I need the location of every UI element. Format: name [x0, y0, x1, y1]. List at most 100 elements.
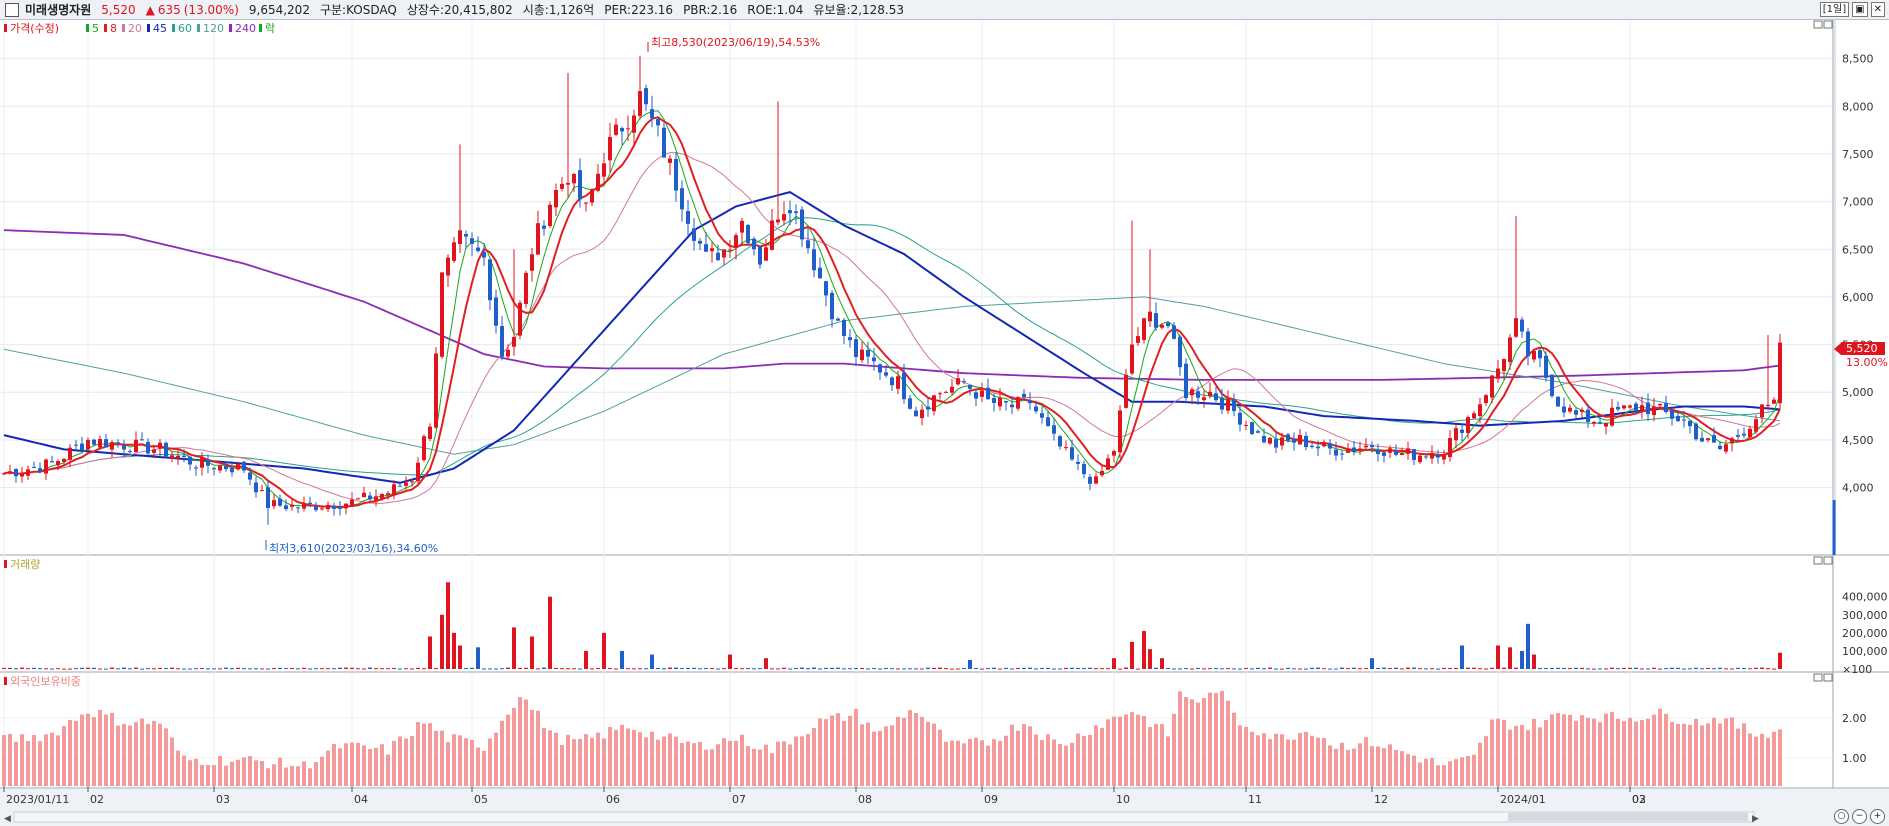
- foreign-ratio-bar: [1640, 720, 1644, 786]
- candle: [458, 144, 462, 253]
- checkbox[interactable]: [5, 2, 19, 17]
- foreign-ratio-bar: [92, 717, 96, 786]
- foreign-ratio-bar: [1208, 692, 1212, 786]
- horizontal-scrollbar[interactable]: ◀ ▶: [4, 811, 1759, 824]
- candle: [1340, 449, 1344, 461]
- stock-name[interactable]: 미래생명자원: [25, 3, 92, 17]
- candle-body: [1088, 476, 1092, 484]
- zoom-out-icon[interactable]: −: [1852, 809, 1867, 824]
- zoom-in-icon[interactable]: +: [1870, 809, 1885, 824]
- foreign-ratio-bar: [1664, 713, 1668, 786]
- candle-body: [1550, 374, 1554, 397]
- candle-body: [134, 439, 138, 452]
- zoom-reset-icon[interactable]: ○: [1834, 809, 1849, 824]
- foreign-ratio-bar: [218, 755, 222, 786]
- foreign-ratio-bar: [890, 725, 894, 786]
- candle-body: [1400, 453, 1404, 456]
- candle-body: [26, 469, 30, 476]
- low-annotation: 최저3,610(2023/03/16),34.60%: [265, 540, 438, 555]
- candle-body: [1748, 428, 1752, 438]
- foreign-ratio-bar: [164, 728, 168, 786]
- candle: [1322, 439, 1326, 448]
- volume-bar: [1760, 667, 1764, 669]
- candle: [602, 152, 606, 184]
- candle-body: [218, 465, 222, 471]
- candle-body: [1232, 399, 1236, 412]
- volume-bar: [1424, 668, 1428, 670]
- candle: [1628, 404, 1632, 410]
- candle: [1394, 444, 1398, 457]
- volume-bar: [272, 668, 276, 670]
- candle: [518, 300, 522, 340]
- volume-bar: [1196, 667, 1200, 669]
- candle: [1154, 302, 1158, 331]
- volume-bar: [380, 668, 384, 670]
- candle: [1562, 397, 1566, 418]
- foreign-ratio-bar: [560, 744, 564, 786]
- foreign-ratio-bar: [1106, 719, 1110, 786]
- close-icon[interactable]: ✕: [1870, 2, 1885, 17]
- volume-bar: [230, 668, 234, 670]
- volume-bar: [1670, 667, 1674, 669]
- volume-bar: [494, 668, 498, 670]
- candle-body: [620, 128, 624, 132]
- candle: [1244, 420, 1248, 431]
- candle-body: [182, 455, 186, 457]
- candle: [1022, 388, 1026, 400]
- volume-bar: [116, 668, 120, 670]
- candle: [272, 494, 276, 510]
- period-button[interactable]: [1일]: [1819, 2, 1850, 17]
- legend-price: 가격(수정): [10, 22, 59, 35]
- x-tick-label: 2023/01/11: [6, 793, 69, 806]
- foreign-ratio-bar: [98, 710, 102, 786]
- candle: [944, 390, 948, 393]
- volume-bar: [1646, 668, 1650, 670]
- volume-bar: [482, 668, 486, 670]
- volume-bar: [1766, 668, 1770, 670]
- volume-bar: [1658, 668, 1662, 670]
- candle-body: [362, 492, 366, 498]
- candle: [1658, 403, 1662, 410]
- volume-bar: [1004, 667, 1008, 669]
- volume-bar: [1136, 668, 1140, 670]
- candle-body: [1694, 423, 1698, 440]
- candle-body: [1640, 405, 1644, 410]
- candle-body: [596, 173, 600, 191]
- legend-ma20: 20: [128, 22, 142, 35]
- volume-bar: [1400, 668, 1404, 670]
- price-tick-label: 7,500: [1842, 148, 1874, 161]
- candle: [1538, 348, 1542, 368]
- candle-body: [1052, 425, 1056, 434]
- candle: [50, 455, 54, 463]
- volume-bar: [416, 667, 420, 669]
- candle-body: [1580, 409, 1584, 412]
- restore-icon[interactable]: ▣: [1852, 2, 1868, 17]
- foreign-ratio-bar: [338, 748, 342, 786]
- candle: [752, 236, 756, 256]
- candle-body: [98, 438, 102, 448]
- volume-bar: [1262, 668, 1266, 670]
- candle-body: [1148, 311, 1152, 322]
- foreign-ratio-bar: [104, 714, 108, 786]
- panel-controls-icon[interactable]: [1813, 20, 1833, 682]
- volume-bar: [1484, 668, 1488, 670]
- candle-body: [608, 136, 612, 161]
- candle: [1220, 388, 1224, 414]
- volume-bar: [1274, 668, 1278, 670]
- candle-body: [1304, 435, 1308, 448]
- foreign-ratio-bar: [152, 720, 156, 786]
- foreign-ratio-bar: [260, 761, 264, 786]
- candle: [830, 290, 834, 328]
- candle: [326, 501, 330, 513]
- volume-bar: [170, 667, 174, 669]
- candle: [1526, 327, 1530, 366]
- volume-bar: [956, 668, 960, 670]
- candle: [866, 341, 870, 365]
- candle-body: [1286, 434, 1290, 441]
- foreign-ratio-bar: [908, 710, 912, 786]
- volume-bar: [362, 668, 366, 670]
- volume-bar: [1544, 668, 1548, 670]
- candle: [1046, 410, 1050, 427]
- volume-bar: [746, 668, 750, 670]
- volume-bar: [1676, 667, 1680, 669]
